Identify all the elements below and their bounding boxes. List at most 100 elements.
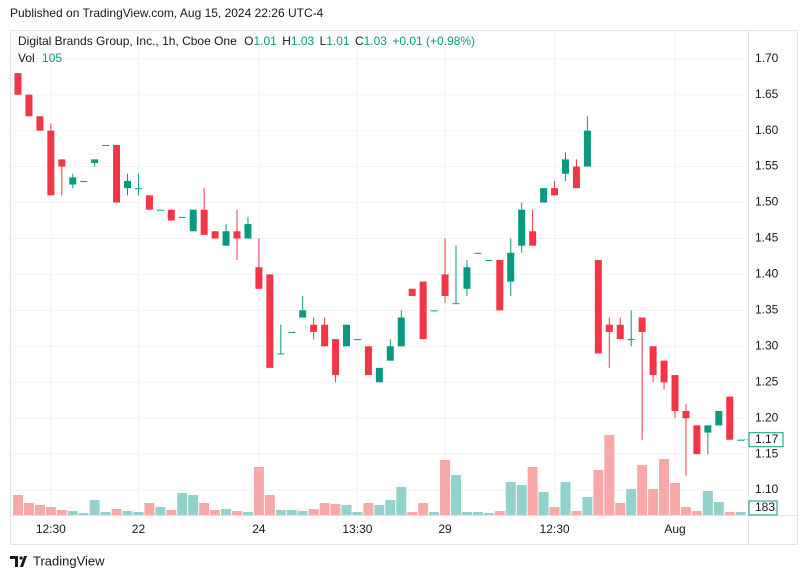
x-tick-label: 12:30 <box>36 522 66 536</box>
candle-body <box>266 274 274 368</box>
last-price-box <box>748 432 784 448</box>
volume-bar <box>571 511 582 515</box>
candle-body <box>572 166 580 189</box>
volume-bar <box>341 505 352 515</box>
volume-bar <box>144 503 155 515</box>
candle-body <box>25 94 33 117</box>
y-tick-label: 1.20 <box>755 410 779 424</box>
c-label: C <box>355 34 364 48</box>
candle-body <box>145 195 153 210</box>
y-tick-label: 1.15 <box>755 446 779 460</box>
volume-bar <box>275 510 286 515</box>
x-tick-label: 13:30 <box>342 522 372 536</box>
volume-bar <box>122 511 133 515</box>
y-tick-label: 1.35 <box>755 303 779 317</box>
h-value: 1.03 <box>291 34 315 48</box>
candle-body <box>80 180 88 182</box>
candle-body <box>244 224 252 239</box>
y-tick-label: 1.30 <box>755 338 779 352</box>
volume-bar <box>429 512 440 515</box>
volume-bar <box>89 500 100 515</box>
volume-bar <box>659 459 670 515</box>
volume-bar <box>691 511 702 515</box>
candle-body <box>332 339 340 376</box>
last-price-label: 1.17 <box>755 432 779 446</box>
candle-body <box>627 339 635 341</box>
candle-body <box>91 159 99 163</box>
volume-bar <box>527 467 538 515</box>
candle-body <box>726 396 734 440</box>
candle-body <box>496 260 504 311</box>
volume-bar <box>133 512 144 515</box>
volume-bar <box>34 505 45 515</box>
volume-bar <box>111 509 122 515</box>
vol-value: 105 <box>42 51 62 65</box>
volume-bar <box>626 489 637 515</box>
volume-bar <box>735 512 746 515</box>
candle-body <box>288 331 296 333</box>
candle-body <box>167 209 175 221</box>
volume-bar <box>264 495 275 515</box>
volume-bar <box>593 470 604 515</box>
volume-bar <box>440 460 451 515</box>
y-tick-label: 1.60 <box>755 123 779 137</box>
volume-legend: Vol 105 <box>18 51 62 65</box>
volume-bar <box>396 487 407 515</box>
candle-body <box>364 346 372 376</box>
volume-bar <box>308 509 319 515</box>
candle-body <box>485 260 493 262</box>
volume-bar <box>232 511 242 515</box>
candle-body <box>605 324 613 332</box>
volume-bar <box>713 502 724 515</box>
candle-body <box>507 252 515 282</box>
x-tick-label: 12:30 <box>540 522 570 536</box>
volume-bar <box>363 503 374 515</box>
volume-bar <box>56 510 67 515</box>
volume-bar <box>483 513 494 515</box>
l-label: L <box>320 34 327 48</box>
volume-bar <box>78 513 89 515</box>
y-tick-label: 1.10 <box>755 482 779 496</box>
candle-body <box>463 267 471 289</box>
candle-body <box>660 360 668 383</box>
candle-body <box>156 209 164 211</box>
last-volume-label: 183 <box>755 500 775 514</box>
chart-frame <box>10 30 798 545</box>
candle-body <box>474 252 482 254</box>
candle-body <box>441 274 449 296</box>
y-tick-label: 1.45 <box>755 231 779 245</box>
volume-bar <box>253 467 264 515</box>
volume-bar <box>461 512 472 515</box>
volume-bar <box>680 507 691 515</box>
volume-bar <box>451 475 461 515</box>
candle-body <box>518 209 526 246</box>
candle-body <box>375 367 383 383</box>
candle-body <box>310 324 318 332</box>
candle-body <box>353 339 361 341</box>
volume-bar <box>188 495 199 515</box>
candle-body <box>529 231 537 246</box>
volume-bar <box>418 503 429 515</box>
x-tick-label: 22 <box>132 522 146 536</box>
candle-body <box>233 231 241 239</box>
volume-bar <box>604 435 615 515</box>
volume-bar <box>23 503 34 515</box>
candle-body <box>47 130 55 196</box>
volume-bar <box>538 492 549 515</box>
volume-bar <box>352 512 363 515</box>
candle-body <box>715 410 723 426</box>
candle-body <box>58 159 66 167</box>
axes: 1.10 1.15 1.20 1.25 1.30 1.35 1.40 1.45 1.50 1.55… <box>36 51 784 536</box>
candle-body <box>211 231 219 239</box>
volume-bar <box>702 491 713 515</box>
y-tick-label: 1.40 <box>755 267 779 281</box>
volume-bar <box>374 505 385 515</box>
volume-bar <box>177 493 188 515</box>
volume-bar <box>210 510 221 515</box>
candle-body <box>397 317 405 347</box>
candle-body <box>255 267 263 289</box>
symbol: Digital Brands Group, Inc., 1h, Cboe One <box>18 34 237 48</box>
candle-body <box>408 288 416 296</box>
brand: TradingView <box>33 553 105 568</box>
candle-body <box>649 346 657 376</box>
